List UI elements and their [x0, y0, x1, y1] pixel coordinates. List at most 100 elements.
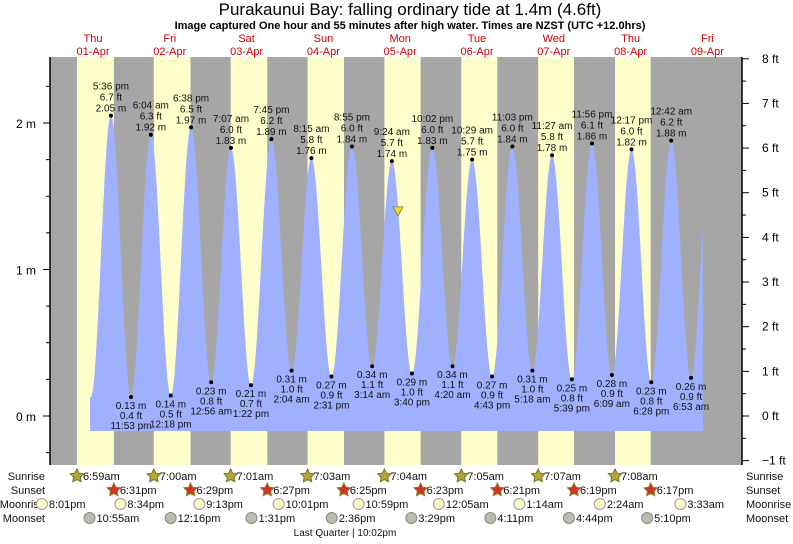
sunrise-icon: [453, 467, 469, 483]
sunset-time: 6:23pm: [427, 485, 464, 497]
high-tide-time: 10:29 am: [451, 126, 493, 137]
low-tide-feet: 0.9 ft: [680, 392, 702, 403]
sunrise-icon: [69, 467, 85, 483]
high-tide-feet: 6.1 ft: [581, 121, 603, 132]
low-tide-metres: 0.27 m: [316, 380, 347, 391]
sunrise-icon: [607, 467, 623, 483]
low-tide-point: [289, 368, 294, 373]
low-tide-metres: 0.23 m: [636, 386, 667, 397]
high-tide-time: 5:36 pm: [93, 82, 129, 93]
low-tide-metres: 0.31 m: [276, 375, 307, 386]
low-tide-point: [609, 372, 614, 377]
low-tide-point: [329, 374, 334, 379]
low-tide-point: [409, 371, 414, 376]
low-tide-feet: 1.1 ft: [361, 380, 383, 391]
high-tide-metres: 1.82 m: [616, 137, 647, 148]
low-tide-feet: 0.7 ft: [240, 399, 262, 410]
high-tide-metres: 2.05 m: [96, 104, 127, 115]
high-tide-time: 11:27 am: [532, 121, 573, 132]
high-tide-metres: 1.76 m: [296, 146, 327, 157]
day-label-dow: Mon: [389, 33, 410, 45]
low-tide-feet: 1.0 ft: [521, 385, 543, 396]
moonrise-icon: [352, 498, 365, 510]
moonset-time: 5:10pm: [654, 513, 691, 525]
sunset-time: 6:21pm: [503, 485, 540, 497]
sunrise-row-label-right: Sunrise: [746, 471, 783, 483]
high-tide-point: [389, 159, 394, 164]
high-tide-point: [309, 156, 314, 161]
sunset-time: 6:17pm: [657, 485, 694, 497]
high-tide-feet: 6.2 ft: [660, 118, 682, 129]
moonset-row-label-right: Moonset: [746, 513, 788, 525]
left-axis-label: 2 m: [16, 117, 36, 131]
moonset-icon: [164, 512, 177, 524]
right-axis-label: 8 ft: [762, 52, 779, 66]
high-tide-metres: 1.92 m: [136, 123, 167, 134]
high-tide-point: [589, 141, 594, 146]
high-tide-metres: 1.83 m: [216, 136, 247, 147]
high-tide-metres: 1.78 m: [537, 143, 568, 154]
high-tide-metres: 1.89 m: [256, 127, 287, 138]
sunrise-time: 7:08am: [621, 471, 658, 483]
sunrise-icon: [146, 467, 162, 483]
chart-subtitle: Image captured One hour and 55 minutes a…: [175, 20, 646, 32]
moonrise-time: 8:34pm: [127, 499, 164, 511]
high-tide-metres: 1.86 m: [577, 132, 608, 143]
low-tide-feet: 0.5 ft: [160, 409, 182, 420]
high-tide-metres: 1.83 m: [417, 136, 448, 147]
high-tide-time: 12:17 pm: [611, 115, 653, 126]
low-tide-point: [168, 393, 173, 398]
sunrise-time: 7:04am: [390, 471, 427, 483]
low-tide-metres: 0.23 m: [196, 386, 227, 397]
low-tide-metres: 0.26 m: [676, 382, 707, 393]
low-tide-metres: 0.31 m: [517, 375, 548, 386]
moonset-icon: [641, 512, 654, 524]
low-tide-time: 5:18 am: [514, 395, 550, 406]
high-tide-metres: 1.84 m: [497, 134, 528, 145]
day-label-date: 07-Apr: [537, 46, 570, 58]
low-tide-time: 3:40 pm: [394, 398, 430, 409]
high-tide-feet: 6.2 ft: [260, 116, 282, 127]
day-label-date: 08-Apr: [614, 46, 647, 58]
high-tide-feet: 5.8 ft: [300, 135, 322, 146]
sunset-time: 6:29pm: [197, 485, 234, 497]
high-tide-feet: 5.8 ft: [541, 132, 563, 143]
sunrise-time: 6:59am: [83, 471, 120, 483]
sunset-time: 6:31pm: [120, 485, 157, 497]
low-tide-point: [649, 380, 654, 385]
day-label-dow: Sun: [314, 33, 334, 45]
right-axis-label: 5 ft: [762, 186, 779, 200]
high-tide-metres: 1.88 m: [656, 129, 687, 140]
high-tide-metres: 1.84 m: [337, 134, 368, 145]
sunset-icon: [336, 481, 352, 497]
day-label-date: 03-Apr: [230, 46, 263, 58]
moonset-icon: [405, 512, 418, 524]
moonset-time: 2:36pm: [339, 513, 376, 525]
low-tide-metres: 0.34 m: [437, 370, 468, 381]
high-tide-point: [349, 144, 354, 149]
day-label-dow: Thu: [84, 33, 103, 45]
astronomy-rows: Sunrise Sunrise Sunset Sunset Moonrise Moonri…: [0, 467, 791, 539]
right-axis-label: 3 ft: [762, 275, 779, 289]
low-tide-metres: 0.21 m: [236, 389, 267, 400]
low-tide-point: [490, 374, 495, 379]
moonset-time: 4:44pm: [576, 513, 613, 525]
moonrise-icon: [35, 498, 48, 510]
high-tide-feet: 6.7 ft: [100, 93, 122, 104]
day-label-date: 06-Apr: [460, 46, 493, 58]
moonrise-icon: [114, 498, 127, 510]
low-tide-time: 2:31 pm: [313, 400, 349, 411]
left-axis-label: 0 m: [16, 410, 36, 424]
moon-phase-label: Last Quarter | 10:02pm: [294, 528, 397, 539]
right-axis-label: 7 ft: [762, 96, 779, 110]
day-label-date: 05-Apr: [384, 46, 417, 58]
sunset-row-label-right: Sunset: [746, 485, 780, 497]
moonset-icon: [83, 512, 96, 524]
tide-curve: [90, 115, 703, 431]
low-tide-metres: 0.13 m: [116, 401, 147, 412]
high-tide-point: [430, 145, 435, 150]
moonrise-time: 8:01pm: [49, 499, 86, 511]
moonset-icon: [245, 512, 258, 524]
low-tide-feet: 0.9 ft: [601, 389, 623, 400]
